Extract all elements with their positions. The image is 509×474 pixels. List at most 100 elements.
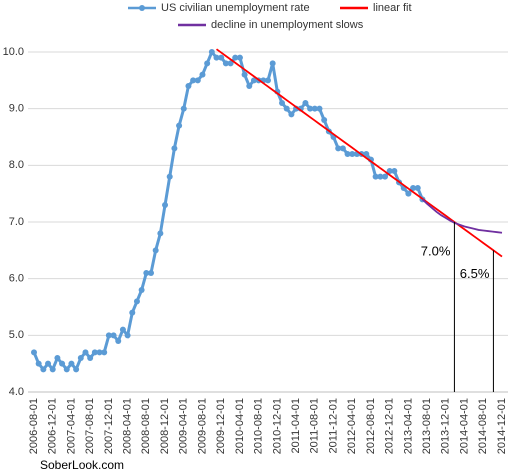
data-point [382, 173, 388, 180]
data-point [204, 60, 211, 67]
data-point [119, 326, 126, 333]
data-point [241, 71, 248, 78]
data-point [386, 168, 393, 174]
data-point [180, 105, 187, 112]
data-point [321, 117, 328, 123]
data-point [405, 190, 412, 197]
data-point [208, 49, 215, 55]
data-point [35, 360, 42, 367]
y-tick-label: 5.0 [9, 329, 24, 341]
data-point [45, 360, 52, 367]
data-point [391, 168, 398, 174]
x-tick-label: 2009-12-01 [215, 398, 227, 454]
data-point [194, 77, 201, 84]
data-point [91, 349, 98, 356]
x-tick-label: 2013-04-01 [402, 398, 414, 454]
data-point [185, 83, 192, 89]
data-point [110, 332, 117, 339]
data-point [236, 54, 243, 61]
data-point [87, 355, 94, 361]
x-tick-label: 2013-08-01 [421, 398, 433, 454]
y-tick-label: 7.0 [9, 216, 24, 228]
data-point [157, 230, 164, 237]
data-point [335, 145, 342, 152]
x-tick-label: 2009-04-01 [178, 398, 190, 454]
x-tick-label: 2012-08-01 [365, 398, 377, 454]
data-point [105, 332, 112, 339]
data-point [176, 122, 183, 129]
x-tick-label: 2006-08-01 [28, 398, 40, 454]
data-point [339, 145, 346, 152]
x-tick-label: 2011-08-01 [309, 398, 321, 453]
data-point [307, 105, 314, 112]
data-point [377, 173, 384, 180]
x-tick-label: 2011-04-01 [290, 398, 302, 453]
annotation-label: 6.5% [460, 266, 490, 281]
y-tick-label: 8.0 [9, 159, 24, 171]
data-point [316, 105, 323, 112]
data-point [246, 83, 253, 89]
x-tick-label: 2012-04-01 [346, 398, 358, 454]
series-line [32, 49, 424, 373]
x-tick-label: 2008-08-01 [140, 398, 152, 454]
x-tick-label: 2008-04-01 [122, 398, 134, 454]
data-point [344, 151, 351, 157]
data-point [63, 366, 70, 373]
x-tick-label: 2010-04-01 [234, 398, 246, 454]
data-point [49, 366, 56, 373]
data-point [250, 77, 257, 84]
data-point [133, 298, 140, 305]
data-point [152, 247, 159, 254]
data-point [349, 151, 356, 157]
data-point [279, 100, 286, 106]
x-tick-label: 2011-12-01 [327, 398, 339, 453]
data-point [232, 54, 239, 61]
data-point [138, 287, 145, 293]
data-point [148, 270, 154, 276]
data-point [166, 173, 173, 180]
x-tick-label: 2014-08-01 [477, 398, 489, 454]
data-point [222, 60, 229, 67]
legend-marker [139, 5, 145, 11]
y-tick-label: 4.0 [9, 386, 24, 398]
data-point [199, 71, 206, 78]
data-point [265, 77, 271, 84]
legend-label: decline in unemployment slows [211, 19, 364, 31]
data-point [218, 54, 225, 61]
data-point [227, 60, 234, 67]
data-point [162, 202, 169, 208]
x-tick-label: 2012-12-01 [384, 398, 396, 454]
data-point [363, 151, 370, 157]
x-tick-label: 2014-04-01 [458, 398, 470, 454]
x-tick-label: 2010-12-01 [271, 398, 283, 454]
data-point [143, 270, 150, 276]
series-line [421, 198, 503, 234]
data-point [410, 185, 417, 191]
data-point [82, 349, 89, 356]
data-point [59, 360, 66, 367]
data-point [288, 111, 295, 118]
data-point [115, 338, 122, 344]
data-point [302, 100, 309, 106]
y-tick-label: 6.0 [9, 273, 24, 285]
data-point [129, 309, 136, 316]
annotation-label: 7.0% [421, 243, 451, 258]
data-point [40, 366, 47, 373]
data-point [414, 185, 421, 191]
data-point [31, 349, 37, 356]
legend-label: linear fit [373, 2, 412, 14]
y-tick-label: 10.0 [3, 46, 24, 58]
x-tick-label: 2007-04-01 [65, 398, 77, 454]
x-tick-label: 2010-08-01 [253, 398, 265, 454]
data-point [101, 349, 108, 356]
data-point [372, 173, 379, 180]
data-point [96, 349, 103, 356]
y-tick-label: 9.0 [9, 103, 24, 115]
data-point [68, 360, 75, 367]
data-point [283, 105, 290, 112]
x-tick-label: 2006-12-01 [47, 398, 59, 454]
x-tick-label: 2013-12-01 [440, 398, 452, 454]
data-point [124, 332, 131, 339]
x-tick-label: 2007-12-01 [103, 398, 115, 454]
data-point [54, 355, 61, 361]
